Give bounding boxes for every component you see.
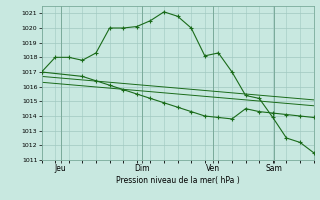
X-axis label: Pression niveau de la mer( hPa ): Pression niveau de la mer( hPa ) bbox=[116, 176, 239, 185]
